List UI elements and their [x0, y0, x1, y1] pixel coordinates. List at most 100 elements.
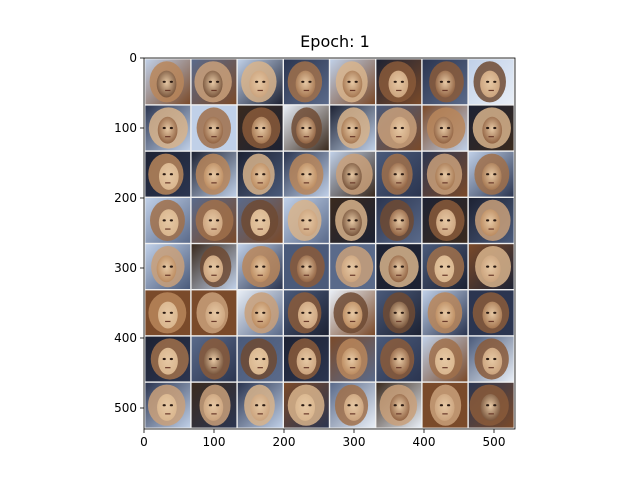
face-sample [468, 105, 514, 151]
sample-eye [446, 173, 451, 176]
face-sample [376, 151, 422, 197]
sample-eye [301, 357, 305, 361]
sample-face [389, 301, 410, 329]
sample-eye [439, 219, 444, 222]
sample-mouth [349, 89, 356, 92]
face-sample [422, 336, 468, 382]
sample-mouth [257, 367, 263, 369]
sample-eye [162, 173, 166, 176]
face-sample [284, 336, 329, 382]
sample-eye [393, 173, 397, 176]
face-sample [191, 105, 237, 151]
sample-eye [347, 311, 351, 314]
face-sample [237, 336, 283, 382]
sample-mouth [165, 136, 171, 138]
sample-mouth [165, 413, 171, 415]
sample-face [435, 347, 455, 375]
sample-eye [439, 80, 444, 83]
sample-eye [262, 80, 266, 83]
sample-eye [486, 311, 490, 314]
sample-face [482, 116, 503, 144]
sample-eye [439, 357, 444, 361]
sample-eye [162, 265, 166, 268]
face-sample [330, 244, 375, 289]
x-tick-label: 100 [203, 435, 226, 449]
sample-eye [493, 126, 497, 130]
sample-face [481, 163, 502, 190]
sample-eye [400, 311, 404, 314]
sample-eye [393, 265, 397, 268]
sample-eye [347, 126, 351, 130]
face-sample [468, 336, 514, 382]
face-sample [145, 151, 191, 197]
face-sample [191, 151, 237, 197]
sample-mouth [396, 182, 402, 184]
sample-eye [446, 357, 451, 361]
sample-face [480, 209, 501, 237]
sample-mouth [396, 367, 402, 369]
sample-eye [169, 311, 173, 314]
face-sample [284, 244, 329, 289]
face-sample [468, 290, 514, 336]
face-sample [330, 198, 375, 243]
sample-eye [308, 404, 312, 407]
sample-mouth [211, 228, 217, 230]
face-sample [330, 59, 375, 105]
sample-mouth [257, 228, 263, 230]
face-sample [191, 244, 237, 289]
sample-eye [301, 311, 305, 314]
sample-mouth [257, 182, 263, 184]
face-sample [284, 59, 329, 105]
sample-eye [208, 265, 213, 268]
sample-mouth [165, 274, 171, 276]
sample-eye [215, 311, 220, 314]
sample-face [250, 209, 271, 237]
sample-mouth [257, 320, 263, 323]
face-sample [330, 290, 375, 336]
sample-face [205, 301, 226, 329]
sample-mouth [442, 413, 448, 415]
face-sample [422, 105, 468, 151]
axes-frame [143, 57, 516, 430]
sample-mouth [396, 228, 402, 230]
sample-eye [255, 311, 259, 314]
sample-mouth [442, 89, 448, 92]
sample-face [297, 163, 318, 190]
face-sample [237, 382, 283, 428]
sample-face [389, 394, 410, 421]
sample-eye [208, 126, 213, 130]
sample-eye [400, 80, 404, 83]
face-sample [468, 198, 514, 243]
face-sample [376, 336, 422, 382]
sample-eye [347, 265, 351, 268]
sample-mouth [165, 228, 171, 230]
sample-mouth [211, 89, 217, 92]
sample-eye [393, 126, 397, 130]
sample-face [342, 163, 362, 190]
sample-eye [255, 126, 259, 130]
sample-eye [262, 173, 266, 176]
sample-eye [347, 219, 351, 222]
sample-face [342, 209, 362, 237]
sample-eye [255, 173, 259, 176]
sample-eye [446, 311, 451, 314]
sample-mouth [303, 182, 310, 184]
sample-face [296, 347, 317, 375]
sample-eye [208, 357, 213, 361]
sample-eye [486, 265, 490, 268]
sample-eye [308, 173, 312, 176]
sample-face [202, 209, 223, 237]
sample-eye [169, 219, 173, 222]
sample-eye [255, 265, 259, 268]
face-sample [468, 151, 514, 197]
face-sample [145, 382, 191, 428]
sample-mouth [349, 320, 356, 323]
sample-eye [308, 219, 312, 222]
face-sample [237, 59, 283, 105]
sample-mouth [303, 228, 310, 230]
sample-eye [169, 357, 173, 361]
sample-face [389, 209, 410, 237]
sample-face [297, 301, 318, 329]
face-sample [376, 105, 422, 151]
sample-face [203, 116, 224, 144]
